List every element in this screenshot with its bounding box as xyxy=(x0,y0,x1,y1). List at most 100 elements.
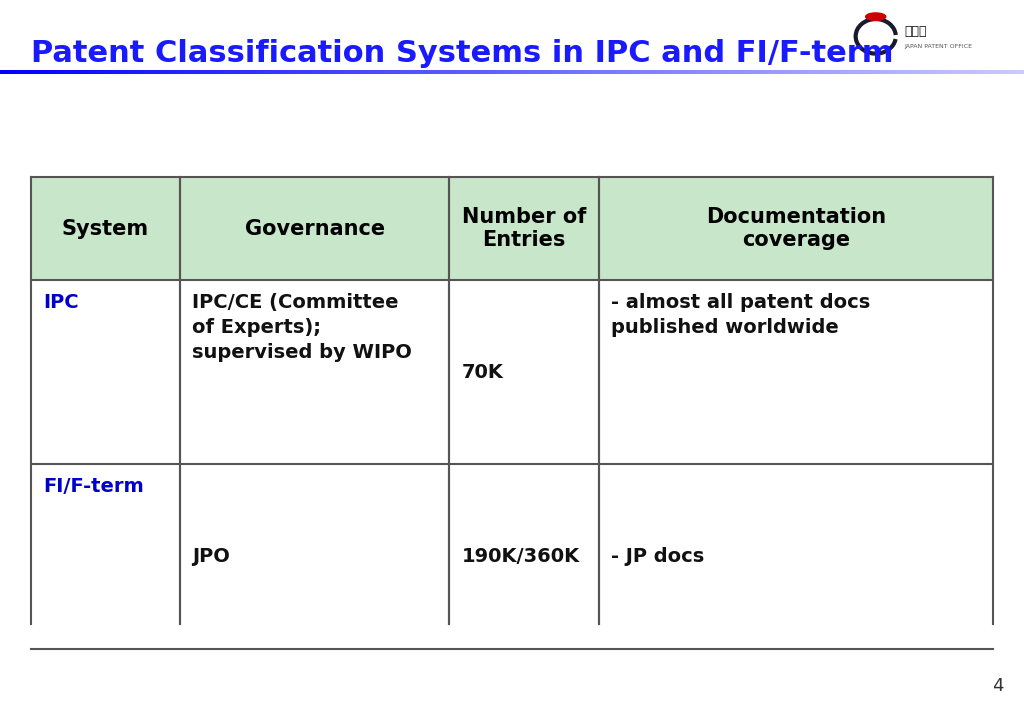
Bar xyxy=(538,70,543,79)
Text: Governance: Governance xyxy=(245,218,385,239)
Bar xyxy=(353,70,358,79)
Bar xyxy=(824,70,829,79)
Bar xyxy=(56,70,61,79)
Bar xyxy=(266,70,271,79)
Bar xyxy=(737,70,742,79)
Bar xyxy=(809,70,814,79)
Bar xyxy=(169,70,174,79)
Bar xyxy=(77,70,82,79)
Bar xyxy=(256,70,261,79)
Text: - JP docs: - JP docs xyxy=(611,547,705,566)
Bar xyxy=(230,70,236,79)
Bar xyxy=(630,70,635,79)
Text: 4: 4 xyxy=(992,677,1004,695)
Bar xyxy=(906,70,911,79)
Bar xyxy=(563,70,568,79)
Bar xyxy=(10,70,15,79)
Circle shape xyxy=(865,13,886,21)
Text: Patent Classification Systems in IPC and FI/F-term: Patent Classification Systems in IPC and… xyxy=(31,39,893,68)
Bar xyxy=(404,70,410,79)
Bar xyxy=(594,70,599,79)
Bar xyxy=(609,70,614,79)
Bar xyxy=(276,70,282,79)
Bar xyxy=(650,70,655,79)
Text: JAPAN PATENT OFFICE: JAPAN PATENT OFFICE xyxy=(904,45,973,50)
Bar xyxy=(845,70,850,79)
Bar xyxy=(195,70,200,79)
Text: JPO: JPO xyxy=(193,547,230,566)
Bar xyxy=(860,70,865,79)
Bar xyxy=(963,70,968,79)
Bar xyxy=(517,70,522,79)
Bar xyxy=(645,70,650,79)
Bar xyxy=(691,70,696,79)
Bar xyxy=(604,70,609,79)
Bar xyxy=(425,70,430,79)
Bar xyxy=(246,70,251,79)
Bar xyxy=(128,70,133,79)
Bar xyxy=(973,70,978,79)
Bar xyxy=(430,70,435,79)
Bar xyxy=(896,70,901,79)
Bar xyxy=(46,70,51,79)
Bar xyxy=(476,70,481,79)
Bar xyxy=(497,70,502,79)
Bar xyxy=(742,70,748,79)
Bar xyxy=(174,70,179,79)
Bar xyxy=(102,70,108,79)
Bar xyxy=(323,70,328,79)
Bar xyxy=(768,70,773,79)
Bar xyxy=(97,70,102,79)
Bar xyxy=(31,70,36,79)
Bar xyxy=(589,70,594,79)
Bar xyxy=(292,70,297,79)
Bar xyxy=(717,70,722,79)
Bar xyxy=(220,70,225,79)
Text: 70K: 70K xyxy=(462,363,504,381)
Bar xyxy=(819,70,824,79)
Bar xyxy=(512,70,517,79)
Bar xyxy=(568,70,573,79)
Bar xyxy=(829,70,835,79)
Bar xyxy=(338,70,343,79)
Bar xyxy=(886,70,891,79)
Bar xyxy=(440,70,445,79)
Text: IPC: IPC xyxy=(43,293,79,312)
Bar xyxy=(543,70,548,79)
Bar xyxy=(307,70,312,79)
Bar xyxy=(712,70,717,79)
Bar xyxy=(394,70,399,79)
Bar xyxy=(778,70,783,79)
Bar xyxy=(154,70,159,79)
Bar xyxy=(686,70,691,79)
Bar xyxy=(113,70,118,79)
Bar xyxy=(36,70,41,79)
Bar xyxy=(138,70,143,79)
Bar xyxy=(348,70,353,79)
Bar xyxy=(225,70,230,79)
Bar xyxy=(727,70,732,79)
Bar xyxy=(840,70,845,79)
Bar xyxy=(164,70,169,79)
Bar xyxy=(369,70,374,79)
Bar xyxy=(522,70,527,79)
Bar xyxy=(287,70,292,79)
Bar xyxy=(133,70,138,79)
Bar xyxy=(527,70,532,79)
Bar xyxy=(51,70,56,79)
Bar xyxy=(67,70,72,79)
Bar xyxy=(486,70,492,79)
Bar xyxy=(881,70,886,79)
Text: System: System xyxy=(61,218,148,239)
Bar xyxy=(671,70,676,79)
Bar xyxy=(118,70,123,79)
Bar xyxy=(783,70,788,79)
Bar xyxy=(932,70,937,79)
Bar xyxy=(251,70,256,79)
Bar xyxy=(666,70,671,79)
Bar xyxy=(681,70,686,79)
Bar xyxy=(507,70,512,79)
Bar xyxy=(82,70,87,79)
Bar xyxy=(297,70,302,79)
Bar xyxy=(15,70,20,79)
